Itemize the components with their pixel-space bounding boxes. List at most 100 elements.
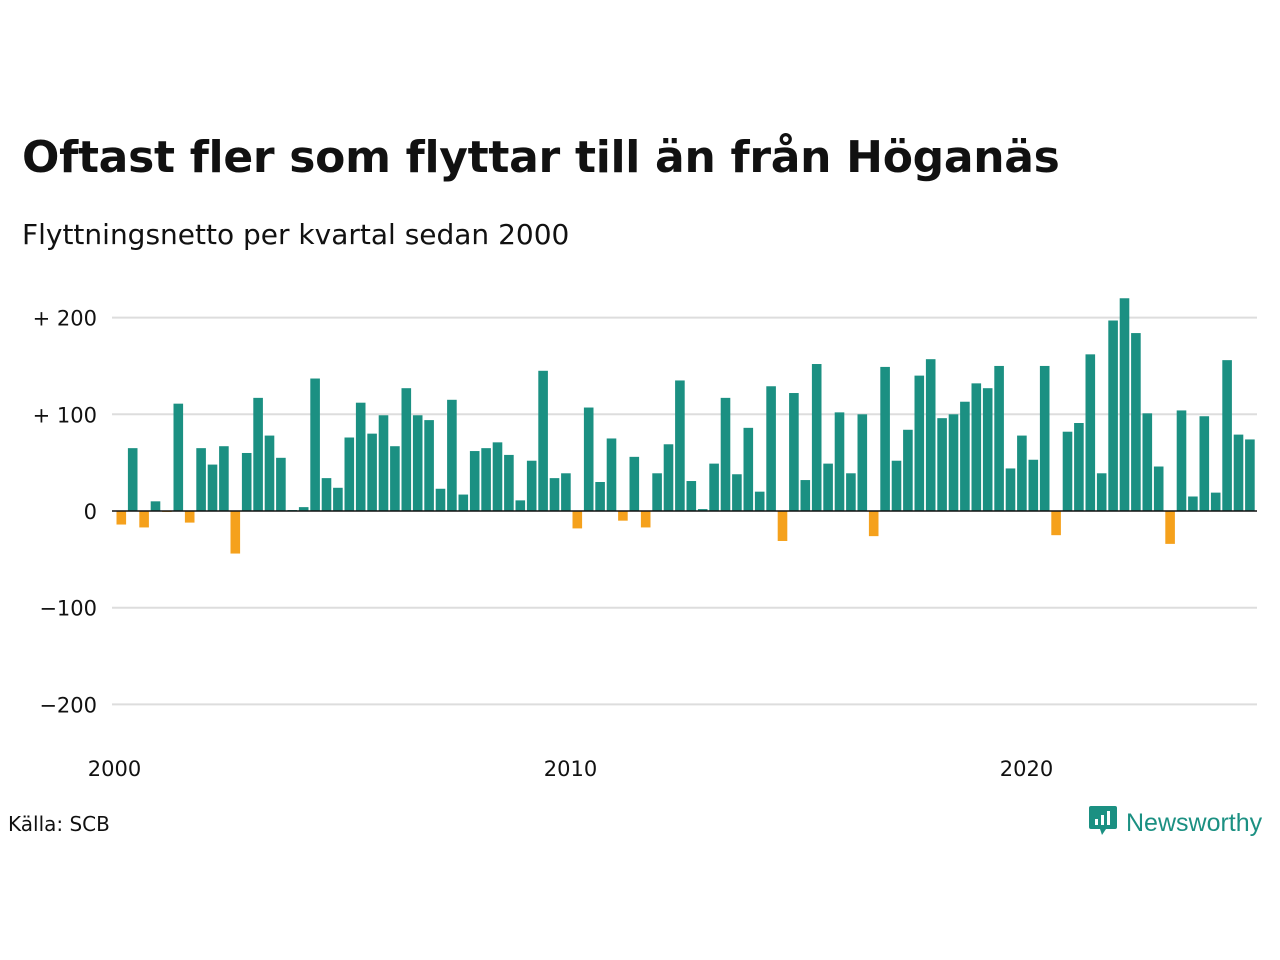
bar	[971, 383, 982, 511]
x-tick-label: 2000	[88, 757, 141, 781]
bar	[333, 487, 343, 511]
bar	[390, 446, 400, 511]
bar	[834, 412, 845, 511]
bar	[618, 511, 628, 521]
brand-name: Newsworthy	[1126, 808, 1263, 837]
bar	[1074, 423, 1084, 511]
bar	[515, 500, 526, 511]
bar	[697, 509, 708, 511]
bar	[743, 427, 754, 511]
bar	[424, 420, 434, 511]
bar	[447, 399, 457, 511]
grid-lines	[112, 316, 1257, 706]
bar	[709, 463, 719, 511]
bar	[732, 474, 742, 511]
bar	[595, 481, 605, 511]
bar	[720, 397, 731, 511]
bar	[1210, 492, 1221, 511]
bar	[1108, 320, 1118, 511]
x-tick-label: 2010	[544, 757, 597, 781]
bar	[458, 494, 469, 511]
bar	[492, 442, 503, 511]
bar	[675, 380, 685, 511]
bar	[960, 401, 970, 511]
bar	[253, 397, 263, 511]
bar	[663, 444, 674, 511]
bar	[1119, 298, 1130, 511]
bar	[526, 460, 537, 511]
bar	[754, 491, 765, 511]
bar	[241, 452, 252, 511]
bar	[1165, 511, 1175, 544]
bar	[914, 375, 925, 511]
bar	[469, 451, 480, 511]
bar	[561, 473, 571, 511]
bar	[219, 446, 229, 511]
chart-subtitle: Flyttningsnetto per kvartal sedan 2000	[22, 218, 570, 251]
chart-logo-icon	[1088, 804, 1118, 842]
bar	[504, 454, 514, 511]
bar	[789, 393, 799, 511]
bar	[435, 488, 446, 511]
x-tick-label: 2020	[1000, 757, 1053, 781]
bar	[538, 370, 548, 511]
bar	[276, 457, 286, 511]
bar	[1233, 434, 1244, 511]
bar	[994, 365, 1004, 511]
bar	[412, 415, 423, 511]
bar	[811, 364, 822, 511]
x-axis-labels: 2000 2010 2020	[88, 757, 1053, 781]
bar	[1188, 496, 1198, 511]
bar	[857, 414, 868, 511]
bar	[310, 378, 320, 511]
bar	[139, 511, 149, 528]
bar	[800, 480, 811, 511]
bar	[355, 402, 366, 511]
y-tick-label: + 100	[33, 403, 97, 427]
bar	[846, 473, 856, 511]
bar	[640, 511, 651, 528]
y-tick-label: + 200	[33, 307, 97, 331]
y-axis-labels: + 200 + 100 0 −100 −200	[33, 307, 97, 718]
bar	[1062, 431, 1073, 511]
bar	[868, 511, 879, 537]
bar	[880, 366, 890, 511]
bar	[173, 403, 184, 511]
bar	[230, 511, 241, 554]
bar	[549, 478, 560, 511]
bar	[1199, 416, 1210, 511]
bar	[1005, 468, 1016, 511]
bar	[1222, 360, 1232, 511]
bar	[401, 388, 412, 511]
bar	[1142, 413, 1153, 511]
bar	[1245, 439, 1255, 511]
bar	[378, 415, 389, 511]
y-tick-label: 0	[84, 500, 97, 524]
bar	[1051, 511, 1061, 536]
bar	[606, 438, 617, 511]
bar	[891, 460, 902, 511]
bar	[264, 435, 275, 511]
bar	[777, 511, 788, 541]
source-note: Källa: SCB	[8, 812, 110, 836]
bar	[1028, 459, 1039, 511]
bar	[903, 429, 913, 511]
brand-logo[interactable]: Newsworthy	[1088, 804, 1262, 842]
chart-title: Oftast fler som flyttar till än från Hög…	[22, 132, 1060, 183]
bar	[982, 388, 993, 511]
bar	[572, 511, 583, 529]
bar	[652, 473, 662, 511]
bar	[150, 501, 161, 511]
bar	[344, 437, 355, 511]
bars	[116, 298, 1255, 554]
bar	[116, 511, 127, 525]
bar	[925, 359, 936, 511]
bar	[1039, 365, 1050, 511]
bar	[481, 448, 491, 511]
bar	[823, 463, 833, 511]
bar	[298, 507, 309, 511]
bar	[1085, 354, 1096, 511]
bar	[629, 456, 640, 511]
bar	[948, 414, 959, 511]
bar	[207, 464, 218, 511]
